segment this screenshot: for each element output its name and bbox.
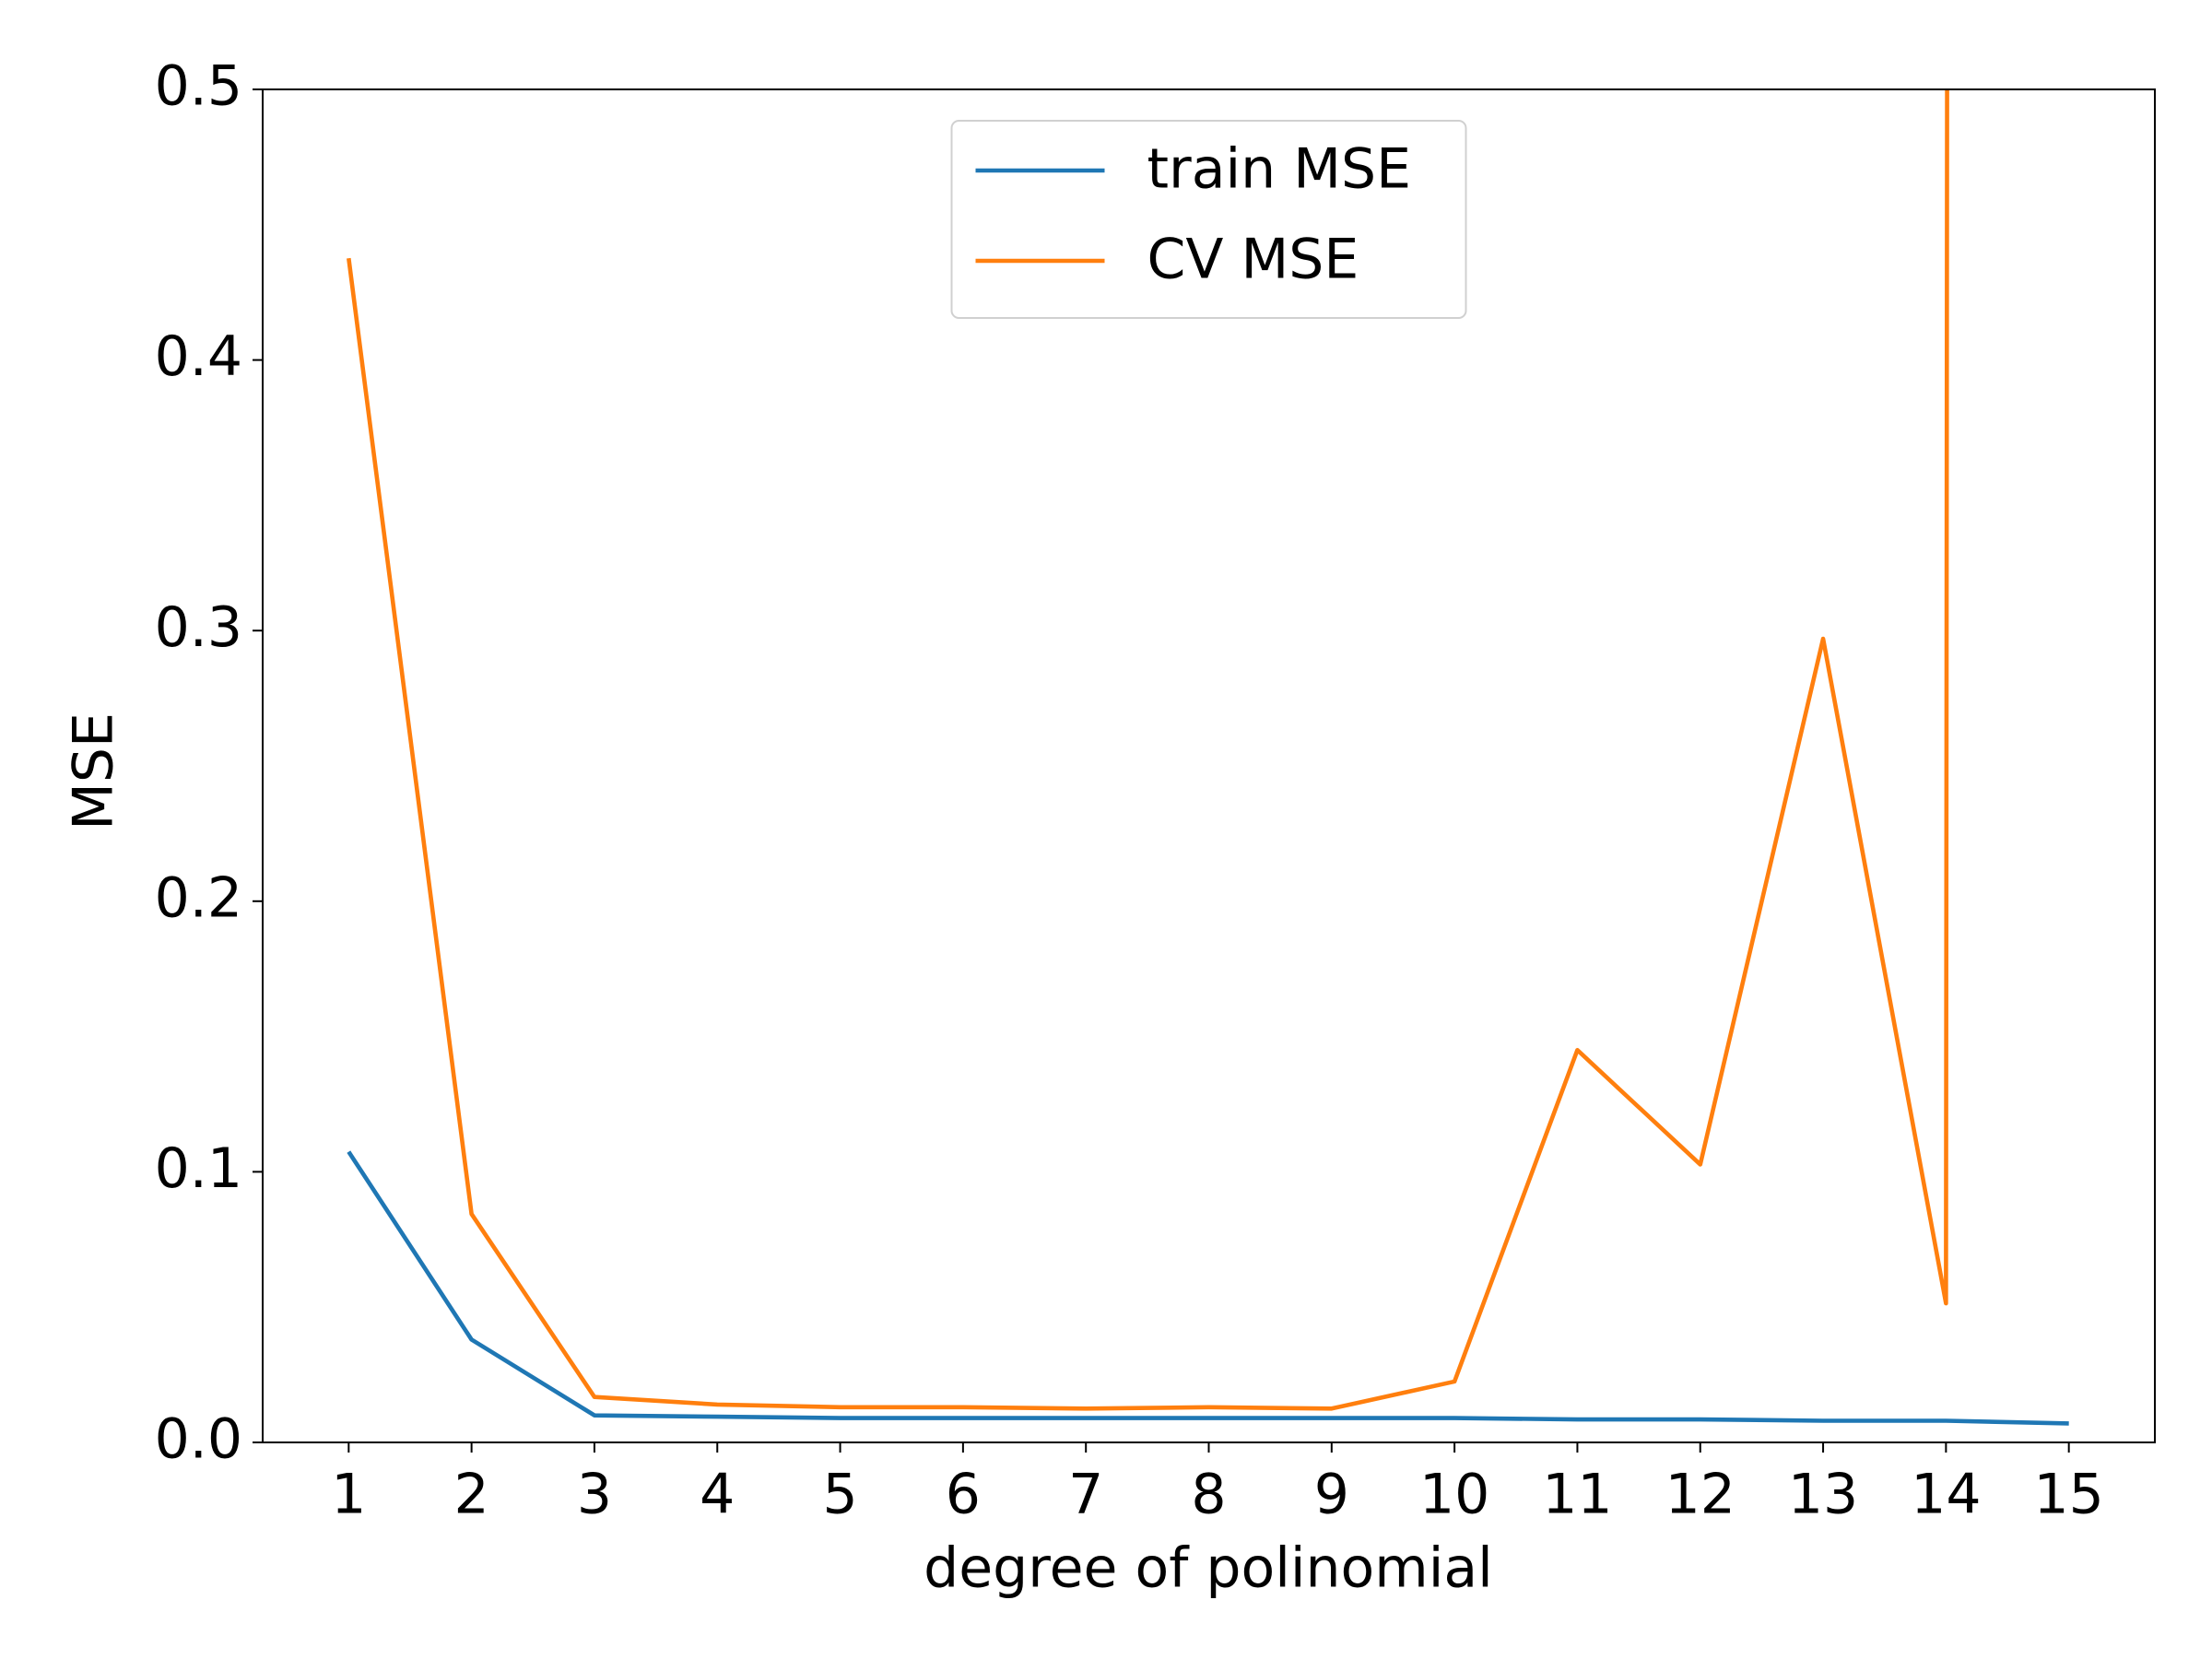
x-tick-label: 8 <box>1191 1463 1226 1527</box>
y-tick-label: 0.0 <box>155 1407 242 1472</box>
legend-label: train MSE <box>1147 137 1412 202</box>
x-tick-label: 9 <box>1314 1463 1349 1527</box>
y-axis-label: MSE <box>62 712 126 830</box>
series-line <box>347 89 1949 1411</box>
x-tick-label: 2 <box>454 1463 489 1527</box>
x-tick-label: 13 <box>1788 1463 1858 1527</box>
axes-frame <box>262 88 2156 1443</box>
y-tick-label: 0.3 <box>155 595 242 660</box>
legend-label: CV MSE <box>1147 228 1359 292</box>
x-tick-label: 12 <box>1665 1463 1735 1527</box>
x-tick-label: 4 <box>700 1463 735 1527</box>
plot-area <box>347 89 2069 1426</box>
x-axis-label: degree of polinomial <box>924 1536 1493 1601</box>
x-tick-label: 6 <box>946 1463 981 1527</box>
y-tick-label: 0.1 <box>155 1136 242 1201</box>
x-tick-label: 3 <box>577 1463 612 1527</box>
series-line <box>347 1150 2069 1426</box>
y-tick-label: 0.4 <box>155 324 242 389</box>
x-tick-label: 10 <box>1419 1463 1489 1527</box>
x-tick-label: 7 <box>1068 1463 1103 1527</box>
x-tick-label: 1 <box>331 1463 366 1527</box>
x-tick-label: 15 <box>2034 1463 2104 1527</box>
y-tick-label: 0.5 <box>155 54 242 119</box>
x-tick-label: 11 <box>1542 1463 1612 1527</box>
x-tick-label: 14 <box>1911 1463 1981 1527</box>
y-tick-label: 0.2 <box>155 865 242 930</box>
x-tick-label: 5 <box>822 1463 857 1527</box>
